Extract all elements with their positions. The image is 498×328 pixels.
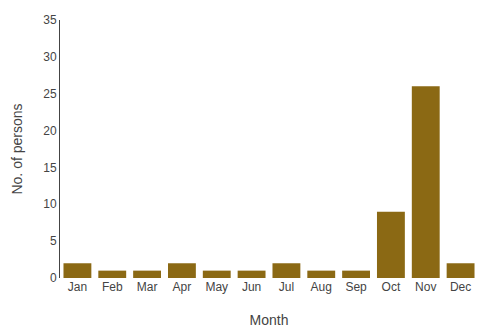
svg-text:Mar: Mar <box>137 280 158 294</box>
svg-text:No. of persons: No. of persons <box>9 103 25 194</box>
svg-text:Oct: Oct <box>382 280 401 294</box>
svg-text:Jun: Jun <box>242 280 261 294</box>
svg-text:10: 10 <box>43 197 57 211</box>
svg-text:May: May <box>205 280 228 294</box>
svg-text:Feb: Feb <box>102 280 123 294</box>
svg-text:Jul: Jul <box>279 280 294 294</box>
svg-text:Dec: Dec <box>450 280 471 294</box>
svg-text:0: 0 <box>50 271 57 285</box>
svg-text:Nov: Nov <box>415 280 436 294</box>
svg-text:Apr: Apr <box>173 280 192 294</box>
svg-text:35: 35 <box>43 13 57 27</box>
svg-text:15: 15 <box>43 161 57 175</box>
svg-text:Jan: Jan <box>68 280 87 294</box>
svg-text:Sep: Sep <box>345 280 367 294</box>
svg-text:Month: Month <box>250 312 289 328</box>
svg-text:Aug: Aug <box>311 280 332 294</box>
svg-text:5: 5 <box>50 234 57 248</box>
svg-text:25: 25 <box>43 87 57 101</box>
svg-text:30: 30 <box>43 50 57 64</box>
svg-text:20: 20 <box>43 124 57 138</box>
